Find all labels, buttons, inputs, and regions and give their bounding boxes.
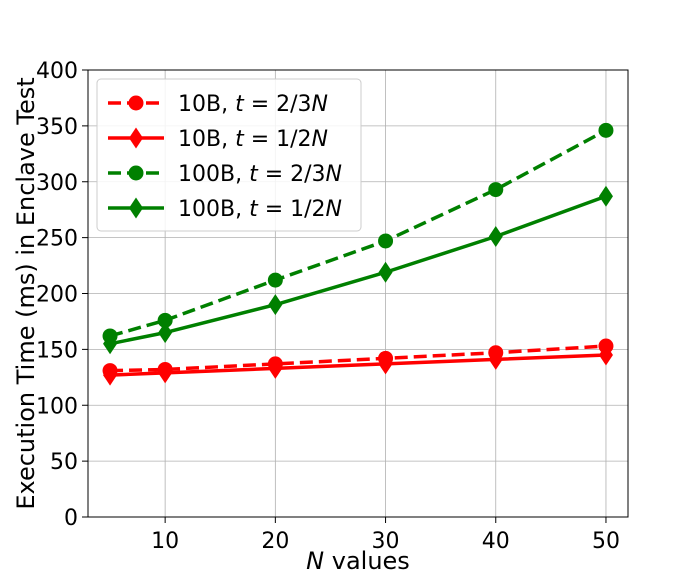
- data-point: [158, 362, 173, 384]
- legend-label-part: 10B,: [178, 92, 235, 117]
- series-layer: [102, 122, 614, 386]
- y-tick-label: 250: [36, 227, 78, 252]
- legend-item: 100B, t = 1/2N: [108, 197, 342, 222]
- legend-label-part: N: [312, 92, 328, 117]
- legend-marker: [128, 95, 144, 111]
- data-point: [488, 182, 504, 198]
- legend-label-part: 100B,: [178, 162, 249, 187]
- legend-label-part: 10B,: [178, 127, 235, 152]
- legend-label-part: N: [326, 162, 342, 187]
- y-tick-label: 400: [36, 59, 78, 84]
- data-point: [103, 364, 118, 386]
- legend-item: 10B, t = 1/2N: [108, 127, 328, 152]
- ticks: 10 20 30 40 50 0 50 100 150 200 250 300 350 400: [36, 59, 620, 554]
- series-line: [109, 128, 607, 338]
- y-tick-label: 350: [36, 115, 78, 140]
- legend-marker: [129, 127, 143, 149]
- data-point: [598, 185, 613, 207]
- data-point: [268, 294, 283, 316]
- legend-label-part: N: [326, 197, 342, 222]
- series-line: [110, 344, 607, 373]
- legend-label-part: 100B,: [178, 197, 249, 222]
- y-tick-label: 300: [36, 171, 78, 196]
- series-4: [103, 185, 613, 355]
- x-axis-title: N values: [306, 547, 410, 575]
- series-line: [109, 353, 607, 377]
- y-tick-label: 50: [50, 450, 78, 475]
- legend-item: 10B, t = 2/3N: [108, 92, 328, 117]
- y-axis-title: Execution Time (ms) in Enclave Test: [12, 77, 40, 509]
- legend-label: 10B, t = 2/3N: [178, 92, 328, 117]
- legend-label-part: t: [249, 162, 259, 187]
- y-tick-label: 100: [36, 394, 78, 419]
- series-line: [109, 194, 607, 346]
- legend-label-part: N: [312, 127, 328, 152]
- legend-label-part: = 1/2: [258, 197, 326, 222]
- y-tick-label: 200: [36, 283, 78, 308]
- x-axis-title-rest: values: [324, 547, 410, 575]
- x-tick-label: 30: [372, 529, 400, 554]
- y-tick-label: 0: [64, 506, 78, 531]
- x-axis-title-var: N: [306, 547, 324, 575]
- x-tick-label: 10: [151, 529, 179, 554]
- data-point: [488, 226, 503, 248]
- legend-label: 100B, t = 2/3N: [178, 162, 342, 187]
- data-point: [268, 357, 283, 379]
- x-tick-label: 20: [261, 529, 289, 554]
- legend-label-part: = 2/3: [244, 92, 312, 117]
- legend-box: [96, 78, 362, 232]
- data-point: [378, 353, 393, 375]
- y-tick-label: 150: [36, 338, 78, 363]
- data-point: [598, 122, 614, 138]
- legend-label-part: = 2/3: [258, 162, 326, 187]
- legend-label-part: t: [235, 127, 245, 152]
- data-point: [158, 322, 173, 344]
- series-2: [103, 344, 613, 386]
- x-tick-label: 50: [592, 529, 620, 554]
- data-point: [378, 261, 393, 283]
- data-point: [157, 312, 173, 328]
- data-point: [488, 348, 503, 370]
- legend-marker: [129, 197, 143, 219]
- legend-item: 100B, t = 2/3N: [108, 162, 342, 187]
- legend-label-part: t: [249, 197, 259, 222]
- legend-marker: [128, 165, 144, 181]
- x-tick-label: 40: [482, 529, 510, 554]
- legend-label: 100B, t = 1/2N: [178, 197, 342, 222]
- data-point: [378, 233, 394, 249]
- legend-label-part: t: [235, 92, 245, 117]
- data-point: [267, 272, 283, 288]
- legend-label: 10B, t = 1/2N: [178, 127, 328, 152]
- data-point: [103, 333, 118, 355]
- legend-label-part: = 1/2: [244, 127, 312, 152]
- data-point: [598, 344, 613, 366]
